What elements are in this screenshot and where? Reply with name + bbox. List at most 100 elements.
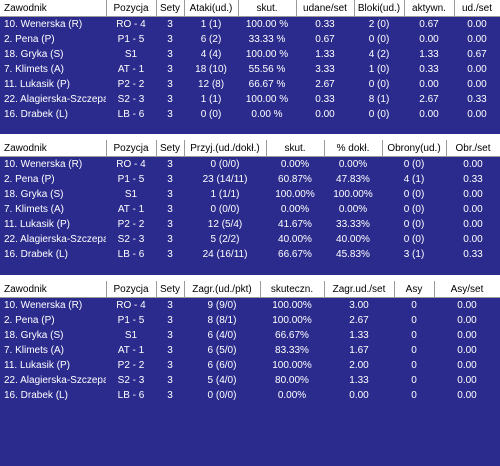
column-header-effectiveness[interactable]: skut.: [266, 140, 325, 157]
table-row[interactable]: 18. Gryka (S) S1 3 6 (4/0) 66.67% 1.33 0…: [0, 328, 500, 343]
success-per-set-cell: 3.33: [315, 64, 335, 75]
table-row[interactable]: 11. Lukasik (P) P2 - 2 3 6 (6/0) 100.00%…: [0, 358, 500, 373]
receptions-cell: 23 (14/11): [202, 174, 248, 185]
sets-cell: 3: [167, 345, 173, 356]
table-row[interactable]: 22. Alagierska-Szczepaniak (S) S2 - 3 3 …: [0, 373, 500, 388]
accuracy-cell: 0.00%: [338, 159, 368, 170]
column-header-position[interactable]: Pozycja: [106, 281, 157, 298]
position-cell: P1 - 5: [117, 315, 145, 326]
blocks-per-set-cell: 0.00: [467, 79, 487, 90]
sets-cell: 3: [167, 159, 173, 170]
effectiveness-cell: 100.00%: [272, 360, 312, 371]
player-name: 10. Wenerska (R): [4, 159, 83, 170]
digs-per-set-cell: 0.00: [463, 189, 483, 200]
serves-cell: 5 (4/0): [207, 375, 237, 386]
column-header-attacks[interactable]: Ataki(ud.): [184, 0, 239, 17]
sets-cell: 3: [167, 174, 173, 185]
serve-stats-table: Zawodnik Pozycja Sety Zagr.(ud./pkt) sku…: [0, 281, 500, 403]
table-row[interactable]: 7. Klimets (A) AT - 1 3 6 (5/0) 83.33% 1…: [0, 343, 500, 358]
player-name: 2. Pena (P): [4, 34, 55, 45]
table-row[interactable]: 16. Drabek (L) LB - 6 3 0 (0/0) 0.00% 0.…: [0, 388, 500, 403]
sets-cell: 3: [167, 390, 173, 401]
column-header-blocks[interactable]: Bloki(ud.): [354, 0, 405, 17]
table-row[interactable]: 18. Gryka (S) S1 3 4 (4) 100.00 % 1.33 4…: [0, 47, 500, 62]
column-header-sets[interactable]: Sety: [156, 0, 185, 17]
sets-cell: 3: [167, 219, 173, 230]
table-row[interactable]: 10. Wenerska (R) RO - 4 3 9 (9/0) 100.00…: [0, 298, 500, 314]
table-row[interactable]: 7. Klimets (A) AT - 1 3 18 (10) 55.56 % …: [0, 62, 500, 77]
serves-per-set-cell: 1.33: [349, 330, 369, 341]
column-header-player[interactable]: Zawodnik: [0, 140, 107, 157]
table-row[interactable]: 16. Drabek (L) LB - 6 3 24 (16/11) 66.67…: [0, 247, 500, 262]
column-header-digs[interactable]: Obrony(ud.): [382, 140, 447, 157]
player-name: 18. Gryka (S): [4, 189, 64, 200]
column-header-serves[interactable]: Zagr.(ud./pkt): [184, 281, 261, 298]
column-header-aces[interactable]: Asy: [394, 281, 435, 298]
attack-stats-panel: Zawodnik Pozycja Sety Ataki(ud.) skut. u…: [0, 0, 500, 122]
table-row[interactable]: 7. Klimets (A) AT - 1 3 0 (0/0) 0.00% 0.…: [0, 202, 500, 217]
accuracy-cell: 100.00%: [333, 189, 373, 200]
column-header-aces-per-set[interactable]: Asy/set: [434, 281, 500, 298]
attacks-cell: 4 (4): [200, 49, 222, 60]
serves-cell: 6 (4/0): [207, 330, 237, 341]
player-name: 2. Pena (P): [4, 315, 55, 326]
activity-cell: 1.33: [419, 49, 439, 60]
player-name: 18. Gryka (S): [4, 330, 64, 341]
panel-divider: [0, 134, 500, 140]
table-row[interactable]: 16. Drabek (L) LB - 6 3 0 (0) 0.00 % 0.0…: [0, 107, 500, 122]
column-header-position[interactable]: Pozycja: [106, 140, 157, 157]
table-row[interactable]: 18. Gryka (S) S1 3 1 (1/1) 100.00% 100.0…: [0, 187, 500, 202]
table-row[interactable]: 2. Pena (P) P1 - 5 3 23 (14/11) 60.87% 4…: [0, 172, 500, 187]
column-header-player[interactable]: Zawodnik: [0, 0, 107, 17]
success-per-set-cell: 0.67: [315, 34, 335, 45]
digs-cell: 0 (0): [403, 204, 425, 215]
accuracy-cell: 0.00%: [338, 204, 368, 215]
column-header-effectiveness[interactable]: skuteczn.: [260, 281, 325, 298]
sets-cell: 3: [167, 300, 173, 311]
attacks-cell: 12 (8): [197, 79, 225, 90]
activity-cell: 2.67: [419, 94, 439, 105]
receptions-cell: 0 (0/0): [210, 159, 240, 170]
table-row[interactable]: 10. Wenerska (R) RO - 4 3 1 (1) 100.00 %…: [0, 17, 500, 33]
column-header-sets[interactable]: Sety: [156, 281, 185, 298]
serves-cell: 6 (6/0): [207, 360, 237, 371]
sets-cell: 3: [167, 49, 173, 60]
column-header-sets[interactable]: Sety: [156, 140, 185, 157]
column-header-position[interactable]: Pozycja: [106, 0, 157, 17]
column-header-player[interactable]: Zawodnik: [0, 281, 107, 298]
column-header-success-per-set[interactable]: udane/set: [296, 0, 355, 17]
table-header-row: Zawodnik Pozycja Sety Przyj.(ud./dokł.) …: [0, 140, 500, 157]
effectiveness-cell: 66.67%: [278, 249, 312, 260]
table-row[interactable]: 10. Wenerska (R) RO - 4 3 0 (0/0) 0.00% …: [0, 157, 500, 173]
digs-cell: 0 (0): [403, 159, 425, 170]
table-row[interactable]: 22. Alagierska-Szczepaniak (S) S2 - 3 3 …: [0, 232, 500, 247]
effectiveness-cell: 100.00 %: [245, 19, 289, 30]
sets-cell: 3: [167, 79, 173, 90]
table-row[interactable]: 22. Alagierska-Szczepaniak (S) S2 - 3 3 …: [0, 92, 500, 107]
player-name: 22. Alagierska-Szczepaniak (S): [4, 375, 106, 386]
column-header-serves-per-set[interactable]: Zagr.ud./set: [324, 281, 395, 298]
table-row[interactable]: 11. Lukasik (P) P2 - 2 3 12 (5/4) 41.67%…: [0, 217, 500, 232]
player-name: 7. Klimets (A): [4, 345, 65, 356]
activity-cell: 0.67: [419, 19, 439, 30]
digs-cell: 3 (1): [403, 249, 425, 260]
table-row[interactable]: 2. Pena (P) P1 - 5 3 6 (2) 33.33 % 0.67 …: [0, 32, 500, 47]
column-header-receptions[interactable]: Przyj.(ud./dokł.): [184, 140, 267, 157]
column-header-blocks-per-set[interactable]: ud./set: [454, 0, 500, 17]
sets-cell: 3: [167, 109, 173, 120]
sets-cell: 3: [167, 19, 173, 30]
digs-cell: 4 (1): [403, 174, 425, 185]
column-header-activity[interactable]: aktywn.: [404, 0, 455, 17]
table-row[interactable]: 2. Pena (P) P1 - 5 3 8 (8/1) 100.00% 2.6…: [0, 313, 500, 328]
player-name: 7. Klimets (A): [4, 204, 65, 215]
aces-cell: 0: [411, 330, 417, 341]
aces-cell: 0: [411, 300, 417, 311]
column-header-accuracy[interactable]: % dokł.: [324, 140, 383, 157]
column-header-effectiveness[interactable]: skut.: [238, 0, 297, 17]
column-header-digs-per-set[interactable]: Obr./set: [446, 140, 500, 157]
table-row[interactable]: 11. Lukasik (P) P2 - 2 3 12 (8) 66.67 % …: [0, 77, 500, 92]
aces-cell: 0: [411, 360, 417, 371]
serves-cell: 0 (0/0): [207, 390, 237, 401]
effectiveness-cell: 0.00%: [277, 390, 307, 401]
position-cell: RO - 4: [116, 159, 146, 170]
